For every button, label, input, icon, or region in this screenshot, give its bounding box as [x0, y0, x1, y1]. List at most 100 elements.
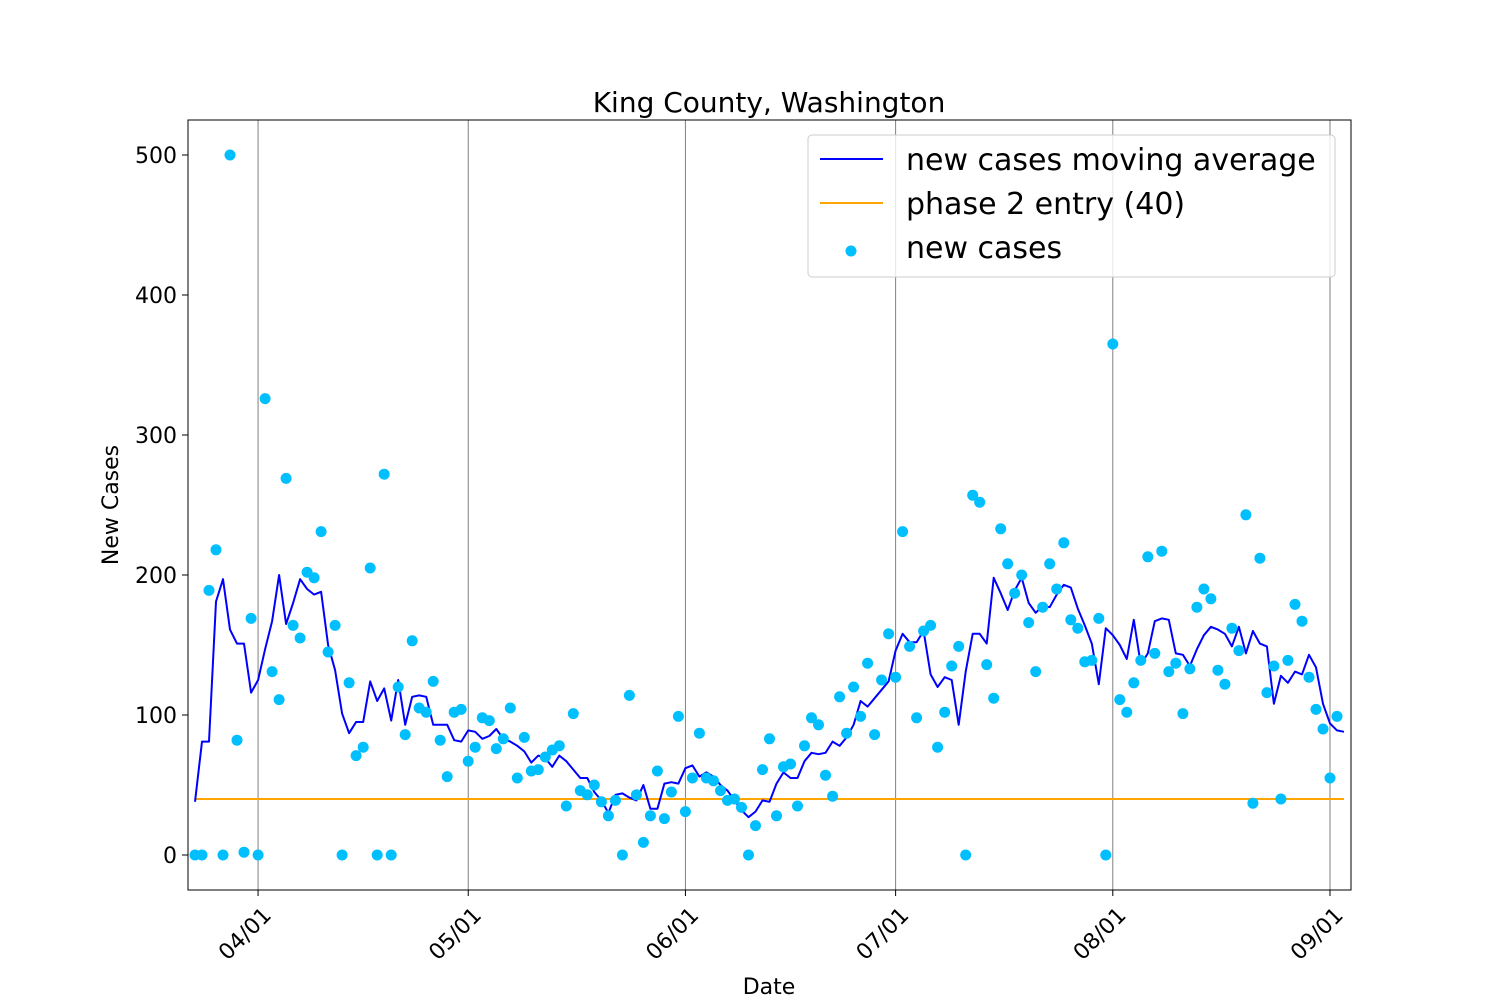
data-point-new-cases [1037, 601, 1049, 613]
data-point-new-cases [287, 619, 299, 631]
data-point-new-cases [567, 708, 579, 720]
data-point-new-cases [1184, 663, 1196, 675]
data-point-new-cases [553, 740, 565, 752]
data-point-new-cases [1142, 551, 1154, 563]
data-point-new-cases [1212, 664, 1224, 676]
data-point-new-cases [595, 796, 607, 808]
data-point-new-cases [806, 712, 817, 724]
data-point-new-cases [1058, 537, 1070, 549]
data-point-new-cases [1051, 583, 1063, 595]
data-point-new-cases [602, 810, 614, 822]
data-point-new-cases [799, 740, 810, 752]
data-point-new-cases [399, 729, 411, 741]
data-point-new-cases [315, 526, 327, 538]
data-point-new-cases [1149, 647, 1161, 659]
data-point-new-cases [1233, 645, 1245, 657]
data-point-new-cases [441, 771, 453, 783]
data-point-new-cases [904, 640, 916, 652]
plot-frame [187, 119, 1352, 891]
data-point-new-cases [1219, 678, 1231, 690]
y-tick-label: 500 [135, 144, 177, 169]
data-point-new-cases [1002, 558, 1014, 570]
data-point-new-cases [245, 612, 257, 624]
x-axis-label: Date [743, 975, 796, 1000]
data-point-new-cases [1114, 694, 1126, 706]
legend-label-phase-2-entry: phase 2 entry (40) [906, 187, 1185, 222]
data-point-new-cases [308, 572, 320, 584]
data-point-new-cases [1072, 622, 1084, 634]
new-cases-points [189, 149, 1343, 861]
data-point-new-cases [651, 765, 663, 777]
data-point-new-cases [1205, 593, 1217, 605]
data-point-new-cases [1261, 687, 1273, 699]
data-point-new-cases [637, 836, 649, 848]
data-point-new-cases [953, 640, 965, 652]
data-point-new-cases [658, 813, 670, 825]
data-point-new-cases [1177, 708, 1189, 720]
data-point-new-cases [609, 794, 621, 806]
legend-label-new-cases: new cases [906, 231, 1062, 266]
data-point-new-cases [1275, 793, 1287, 805]
data-point-new-cases [1100, 849, 1112, 861]
data-point-new-cases [967, 489, 979, 501]
data-point-new-cases [1107, 338, 1119, 350]
data-point-new-cases [623, 689, 635, 701]
data-point-new-cases [1303, 671, 1315, 683]
data-point-new-cases [217, 849, 229, 861]
data-point-new-cases [981, 659, 993, 671]
data-point-new-cases [1093, 612, 1105, 624]
data-point-new-cases [834, 691, 846, 703]
data-point-new-cases [883, 628, 895, 640]
data-point-new-cases [588, 779, 600, 791]
data-point-new-cases [1254, 552, 1266, 564]
data-point-new-cases [1044, 558, 1056, 570]
data-point-new-cases [1282, 654, 1294, 666]
data-point-new-cases [336, 849, 348, 861]
y-axis-label: New Cases [99, 445, 124, 565]
data-point-new-cases [371, 849, 383, 861]
data-point-new-cases [532, 764, 544, 776]
data-point-new-cases [350, 750, 362, 762]
data-point-new-cases [890, 671, 902, 683]
data-point-new-cases [792, 800, 803, 812]
data-point-new-cases [855, 710, 867, 722]
data-point-new-cases [203, 584, 215, 596]
y-tick-label: 200 [135, 564, 177, 589]
data-point-new-cases [434, 734, 446, 746]
data-point-new-cases [1156, 545, 1168, 557]
data-point-new-cases [932, 741, 944, 753]
data-point-new-cases [672, 710, 684, 722]
data-point-new-cases [196, 849, 208, 861]
data-point-new-cases [925, 619, 937, 631]
data-point-new-cases [1065, 614, 1077, 626]
data-point-new-cases [813, 719, 824, 731]
data-point-new-cases [841, 727, 853, 739]
data-point-new-cases [715, 785, 726, 797]
data-point-new-cases [483, 715, 495, 727]
data-point-new-cases [497, 733, 509, 745]
data-point-new-cases [343, 677, 355, 689]
data-point-new-cases [1240, 509, 1252, 521]
data-point-new-cases [420, 706, 432, 718]
data-point-new-cases [455, 703, 467, 715]
data-point-new-cases [827, 790, 839, 802]
data-point-new-cases [238, 846, 250, 858]
data-point-new-cases [679, 806, 691, 818]
data-point-new-cases [1121, 706, 1133, 718]
data-point-new-cases [1226, 622, 1238, 634]
plot-area [189, 149, 1345, 861]
data-point-new-cases [385, 849, 397, 861]
data-point-new-cases [946, 660, 958, 672]
data-point-new-cases [988, 692, 1000, 704]
data-point-new-cases [539, 751, 551, 763]
data-point-new-cases [750, 820, 761, 832]
data-point-new-cases [364, 562, 376, 574]
data-point-new-cases [897, 526, 909, 538]
y-axis-ticks: 0 100 200 300 400 500 [135, 144, 188, 869]
data-point-new-cases [911, 712, 923, 724]
data-point-new-cases [939, 706, 951, 718]
data-point-new-cases [280, 472, 292, 484]
data-point-new-cases [1128, 677, 1140, 689]
data-point-new-cases [518, 731, 530, 743]
